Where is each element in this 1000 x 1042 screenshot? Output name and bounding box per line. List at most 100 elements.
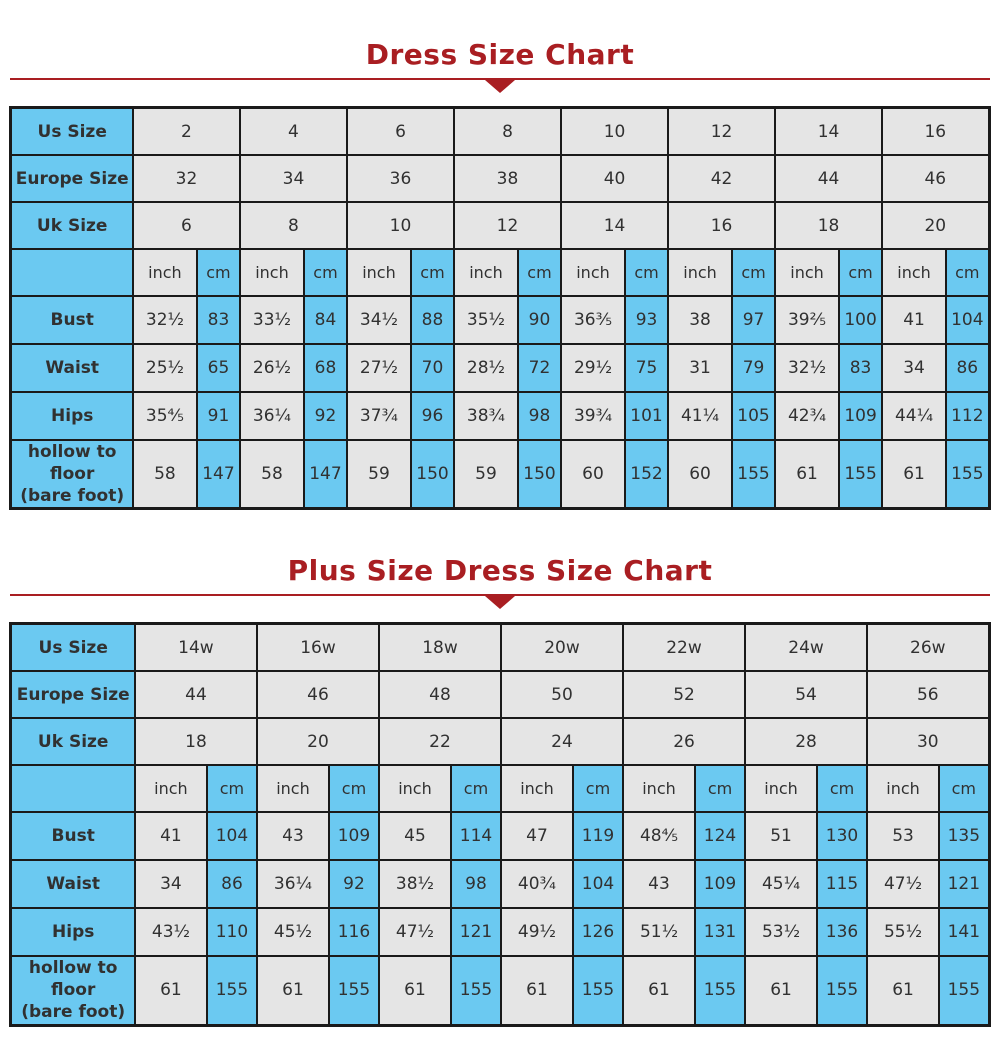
size-value-cell: 48 (377, 670, 502, 720)
size-value-cell: 36 (345, 154, 455, 203)
inch-value-cell: 25½ (131, 343, 198, 393)
size-value-cell: 30 (866, 717, 991, 767)
inch-value-cell: 41 (133, 811, 208, 862)
size-value-cell: 20w (499, 622, 625, 673)
inch-value-cell: 61 (774, 439, 841, 510)
inch-value-cell: 43½ (133, 907, 208, 958)
size-value-cell: 18 (774, 201, 884, 250)
unit-inch-cell: inch (866, 764, 941, 814)
inch-value-cell: 36¼ (238, 391, 305, 441)
cm-value-cell: 98 (449, 859, 502, 910)
size-value-cell: 32 (131, 154, 241, 203)
cm-value-cell: 86 (205, 859, 258, 910)
row-label-cell: hollow to floor (bare foot) (9, 439, 134, 510)
cm-value-cell: 104 (945, 295, 991, 345)
floor-row: hollow to floor (bare foot) 61 155 61 155 61 15… (9, 955, 991, 1027)
size-row: Uk Size 18 20 22 24 26 28 30 (9, 717, 991, 767)
cm-value-cell: 105 (731, 391, 777, 441)
cm-value-cell: 150 (409, 439, 455, 510)
inch-value-cell: 45½ (255, 907, 330, 958)
unit-cm-cell: cm (938, 764, 991, 814)
measure-row: Bust 41 104 43 109 45 114 47 119 48⅘ 124 51 130 53 135 (9, 811, 991, 862)
size-row: Europe Size 44 46 48 50 52 54 56 (9, 670, 991, 720)
inch-value-cell: 41¼ (667, 391, 734, 441)
inch-value-cell: 35½ (452, 295, 519, 345)
inch-value-cell: 61 (881, 439, 948, 510)
inch-value-cell: 47½ (866, 859, 941, 910)
measure-row: Hips 35⅘ 91 36¼ 92 37¾ 96 38¾ 98 39¾ 101 41¼ 105 42¾ 1… (9, 391, 991, 441)
row-label-cell: Europe Size (9, 154, 134, 203)
cm-value-cell: 97 (731, 295, 777, 345)
cm-value-cell: 96 (409, 391, 455, 441)
cm-value-cell: 112 (945, 391, 991, 441)
inch-value-cell: 27½ (345, 343, 412, 393)
unit-cm-cell: cm (327, 764, 380, 814)
unit-row: inch cm inch cm inch cm inch cm inch cm inch cm inch… (9, 248, 991, 297)
inch-value-cell: 53½ (744, 907, 819, 958)
inch-value-cell: 39⅖ (774, 295, 841, 345)
inch-value-cell: 59 (452, 439, 519, 510)
unit-cm-cell: cm (693, 764, 747, 814)
inch-value-cell: 43 (255, 811, 330, 862)
cm-value-cell: 121 (449, 907, 502, 958)
inch-value-cell: 33½ (238, 295, 305, 345)
cm-value-cell: 135 (938, 811, 991, 862)
measure-row: Waist 34 86 36¼ 92 38½ 98 40¾ 104 43 109 45¼ 115 47½ 1… (9, 859, 991, 910)
cm-value-cell: 68 (302, 343, 348, 393)
inch-value-cell: 51½ (622, 907, 696, 958)
size-row: Us Size 2 4 6 8 10 12 14 16 (9, 106, 991, 156)
cm-value-cell: 155 (693, 955, 747, 1027)
cm-value-cell: 109 (327, 811, 380, 862)
plus-size-chart-table: Us Size 14w 16w 18w 20w 22w 24w 26w Europe Size 4… (9, 622, 991, 1027)
cm-value-cell: 92 (327, 859, 380, 910)
dress-size-chart-section: Dress Size Chart Us Size 2 4 6 8 10 12 14 16 Euro… (0, 0, 1000, 511)
row-label-cell: Us Size (9, 622, 136, 673)
row-label-cell: Uk Size (9, 201, 134, 250)
inch-value-cell: 47½ (377, 907, 452, 958)
cm-value-cell: 116 (327, 907, 380, 958)
cm-value-cell: 91 (195, 391, 241, 441)
size-value-cell: 6 (345, 106, 455, 156)
unit-inch-cell: inch (452, 248, 519, 297)
unit-cm-cell: cm (816, 764, 869, 814)
size-row: Uk Size 6 8 10 12 14 16 18 20 (9, 201, 991, 250)
row-label-cell: Europe Size (9, 670, 136, 720)
cm-value-cell: 101 (623, 391, 670, 441)
size-value-cell: 12 (452, 201, 563, 250)
size-value-cell: 24w (744, 622, 869, 673)
cm-value-cell: 83 (195, 295, 241, 345)
size-value-cell: 14 (774, 106, 884, 156)
size-value-cell: 26 (621, 717, 747, 767)
unit-inch-cell: inch (377, 764, 452, 814)
size-value-cell: 56 (866, 670, 991, 720)
unit-inch-cell: inch (667, 248, 734, 297)
unit-inch-cell: inch (255, 764, 330, 814)
inch-value-cell: 26½ (238, 343, 305, 393)
inch-value-cell: 37¾ (345, 391, 412, 441)
size-value-cell: 46 (255, 670, 380, 720)
inch-value-cell: 48⅘ (622, 811, 696, 862)
unit-inch-cell: inch (744, 764, 819, 814)
size-value-cell: 12 (667, 106, 777, 156)
cm-value-cell: 155 (731, 439, 777, 510)
cm-value-cell: 84 (302, 295, 348, 345)
cm-value-cell: 155 (838, 439, 884, 510)
size-value-cell: 34 (238, 154, 348, 203)
row-label-cell: Hips (9, 907, 136, 958)
inch-value-cell: 34 (133, 859, 208, 910)
cm-value-cell: 155 (205, 955, 258, 1027)
size-value-cell: 6 (131, 201, 241, 250)
size-value-cell: 14 (559, 201, 670, 250)
inch-value-cell: 36¼ (255, 859, 330, 910)
cm-value-cell: 93 (623, 295, 670, 345)
cm-value-cell: 121 (938, 859, 991, 910)
inch-value-cell: 58 (131, 439, 198, 510)
inch-value-cell: 55½ (866, 907, 941, 958)
cm-value-cell: 147 (195, 439, 241, 510)
unit-inch-cell: inch (133, 764, 208, 814)
size-value-cell: 14w (133, 622, 258, 673)
inch-value-cell: 28½ (452, 343, 519, 393)
inch-value-cell: 38½ (377, 859, 452, 910)
down-arrow-icon (485, 80, 515, 93)
inch-value-cell: 60 (667, 439, 734, 510)
